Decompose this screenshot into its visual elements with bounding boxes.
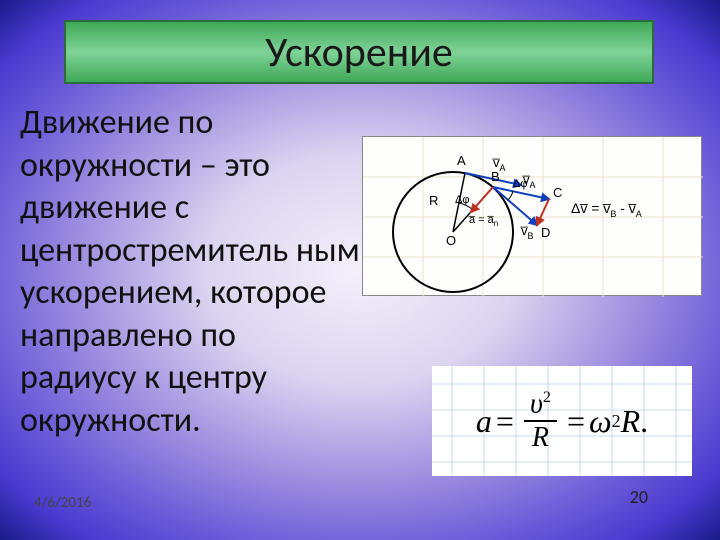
formula-R: R	[621, 403, 641, 440]
label-C: C	[553, 185, 562, 200]
formula-fraction: υ2 R	[524, 390, 557, 452]
formula-eq1: =	[496, 403, 514, 440]
vector-an	[471, 187, 493, 212]
formula-num-exp: 2	[543, 389, 551, 406]
date-footer: 4/6/2016	[34, 494, 91, 512]
formula-period: .	[640, 403, 648, 440]
label-D: D	[541, 225, 550, 240]
formula-panel: a = υ2 R = ω2R.	[432, 366, 692, 476]
formula-omega-exp: 2	[612, 411, 621, 432]
body-paragraph: Движение по окружности – это движение с …	[20, 102, 360, 442]
formula-eq2: =	[567, 403, 585, 440]
circle-diagram: A B C D O R Δφ Δφ v̅A v̅A v̅B a̅ = a̅n Δ…	[362, 136, 702, 296]
label-dv: Δv̅ = v̅B - v̅A	[571, 200, 642, 219]
formula-omega: ω	[589, 403, 612, 440]
diagram-grid	[363, 137, 703, 297]
formula-lhs: a	[476, 403, 492, 440]
title-container: Ускорение	[64, 20, 654, 84]
slide-title: Ускорение	[265, 27, 453, 78]
label-vB: v̅B	[520, 223, 533, 241]
label-R: R	[429, 193, 438, 208]
formula-num-base: υ	[530, 388, 543, 419]
label-B: B	[491, 169, 500, 184]
label-O: O	[446, 233, 456, 248]
formula-content: a = υ2 R = ω2R.	[432, 366, 692, 476]
label-A: A	[457, 153, 466, 168]
formula-den: R	[524, 420, 557, 452]
label-an: a̅ = a̅n	[468, 214, 498, 228]
label-dphi: Δφ	[455, 194, 469, 206]
page-number: 20	[630, 486, 648, 508]
